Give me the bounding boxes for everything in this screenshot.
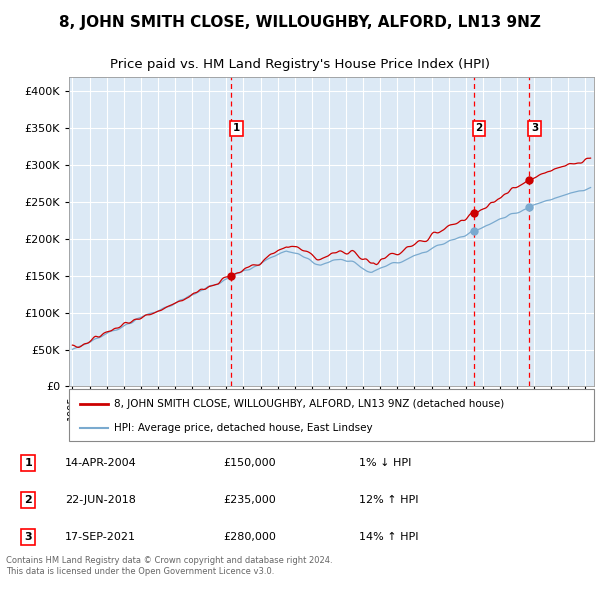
Text: 8, JOHN SMITH CLOSE, WILLOUGHBY, ALFORD, LN13 9NZ (detached house): 8, JOHN SMITH CLOSE, WILLOUGHBY, ALFORD,… bbox=[113, 399, 504, 409]
Text: £280,000: £280,000 bbox=[224, 532, 277, 542]
Text: 14% ↑ HPI: 14% ↑ HPI bbox=[359, 532, 418, 542]
Text: 22-JUN-2018: 22-JUN-2018 bbox=[65, 495, 136, 505]
Text: 12% ↑ HPI: 12% ↑ HPI bbox=[359, 495, 418, 505]
Text: 1% ↓ HPI: 1% ↓ HPI bbox=[359, 458, 411, 468]
Text: 3: 3 bbox=[531, 123, 538, 133]
Text: 2: 2 bbox=[476, 123, 483, 133]
Text: Price paid vs. HM Land Registry's House Price Index (HPI): Price paid vs. HM Land Registry's House … bbox=[110, 58, 490, 71]
Text: HPI: Average price, detached house, East Lindsey: HPI: Average price, detached house, East… bbox=[113, 424, 372, 433]
Text: 1: 1 bbox=[233, 123, 240, 133]
FancyBboxPatch shape bbox=[69, 389, 594, 441]
Text: Contains HM Land Registry data © Crown copyright and database right 2024.
This d: Contains HM Land Registry data © Crown c… bbox=[6, 556, 332, 576]
Text: 8, JOHN SMITH CLOSE, WILLOUGHBY, ALFORD, LN13 9NZ: 8, JOHN SMITH CLOSE, WILLOUGHBY, ALFORD,… bbox=[59, 15, 541, 30]
Text: 2: 2 bbox=[25, 495, 32, 505]
Text: £235,000: £235,000 bbox=[224, 495, 277, 505]
Text: 14-APR-2004: 14-APR-2004 bbox=[65, 458, 137, 468]
Text: £150,000: £150,000 bbox=[224, 458, 276, 468]
Text: 17-SEP-2021: 17-SEP-2021 bbox=[65, 532, 136, 542]
Text: 3: 3 bbox=[25, 532, 32, 542]
Text: 1: 1 bbox=[25, 458, 32, 468]
